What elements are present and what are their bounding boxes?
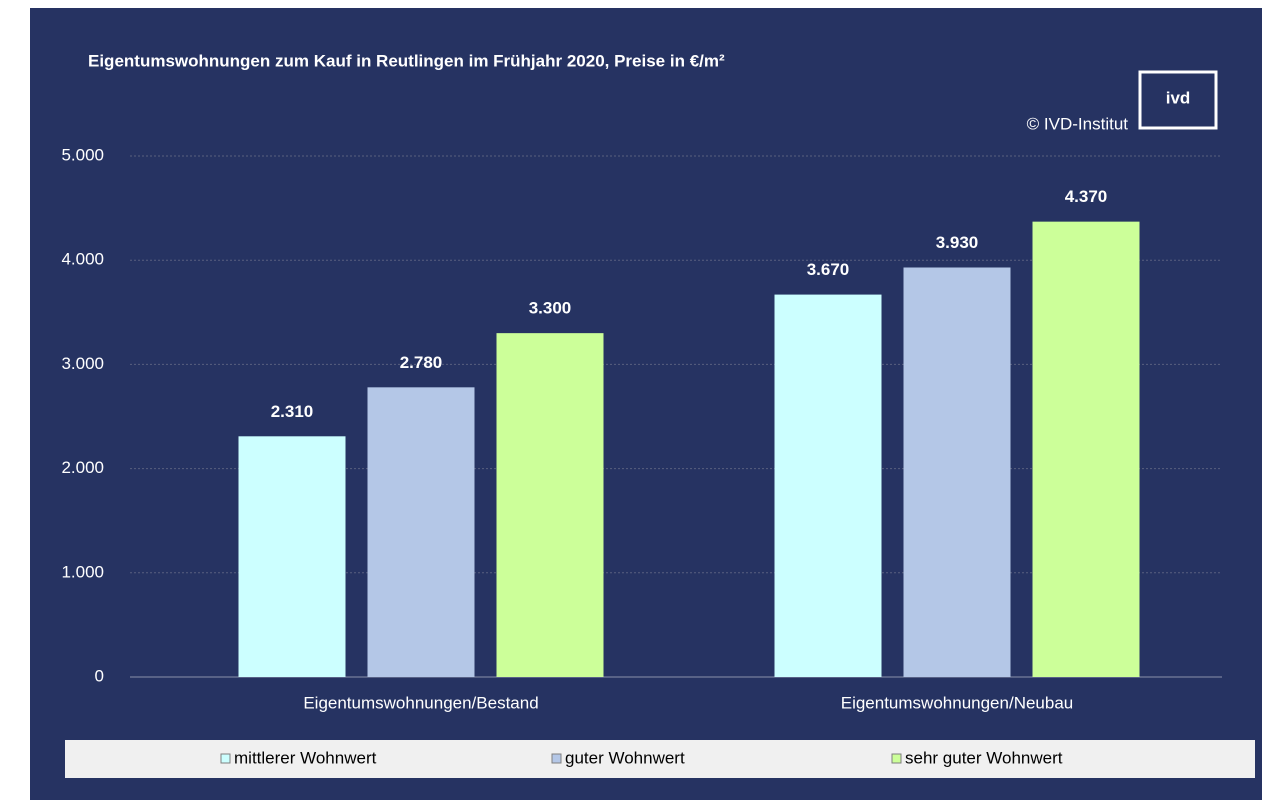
bar <box>774 294 882 677</box>
value-label: 2.310 <box>271 402 314 421</box>
bar <box>1032 221 1140 677</box>
value-label: 3.300 <box>529 299 572 318</box>
value-label: 4.370 <box>1065 187 1108 206</box>
y-tick-label: 2.000 <box>61 458 104 477</box>
legend-label: sehr guter Wohnwert <box>905 748 1063 767</box>
bar <box>496 333 604 677</box>
legend-background <box>65 740 1255 778</box>
legend-swatch <box>551 753 562 764</box>
y-tick-label: 5.000 <box>61 145 104 164</box>
legend-label: mittlerer Wohnwert <box>234 748 377 767</box>
legend-swatch <box>220 753 231 764</box>
value-label: 3.670 <box>807 260 850 279</box>
legend-label: guter Wohnwert <box>565 748 685 767</box>
x-tick-label: Eigentumswohnungen/Bestand <box>303 693 538 712</box>
bar <box>903 267 1011 677</box>
logo: ivd <box>1166 88 1191 107</box>
y-tick-label: 4.000 <box>61 250 104 269</box>
y-tick-label: 3.000 <box>61 354 104 373</box>
x-tick-label: Eigentumswohnungen/Neubau <box>841 693 1074 712</box>
copyright: © IVD-Institut <box>1027 114 1129 133</box>
legend-swatch <box>891 753 902 764</box>
chart-title: Eigentumswohnungen zum Kauf in Reutlinge… <box>88 51 725 70</box>
value-label: 3.930 <box>936 233 979 252</box>
y-tick-label: 0 <box>95 666 104 685</box>
value-label: 2.780 <box>400 353 443 372</box>
logo-box <box>1138 70 1218 130</box>
bar <box>238 436 346 677</box>
y-tick-label: 1.000 <box>61 562 104 581</box>
bar <box>367 387 475 677</box>
